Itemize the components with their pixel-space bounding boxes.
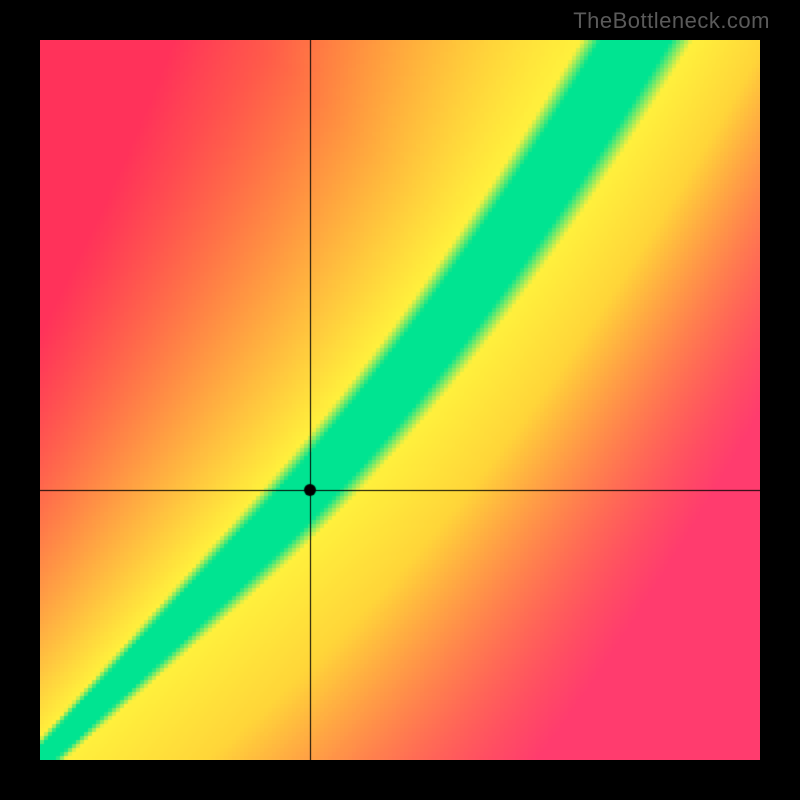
- heatmap-canvas: [40, 40, 760, 760]
- watermark-text: TheBottleneck.com: [573, 8, 770, 34]
- heatmap-plot: [40, 40, 760, 760]
- chart-container: TheBottleneck.com: [0, 0, 800, 800]
